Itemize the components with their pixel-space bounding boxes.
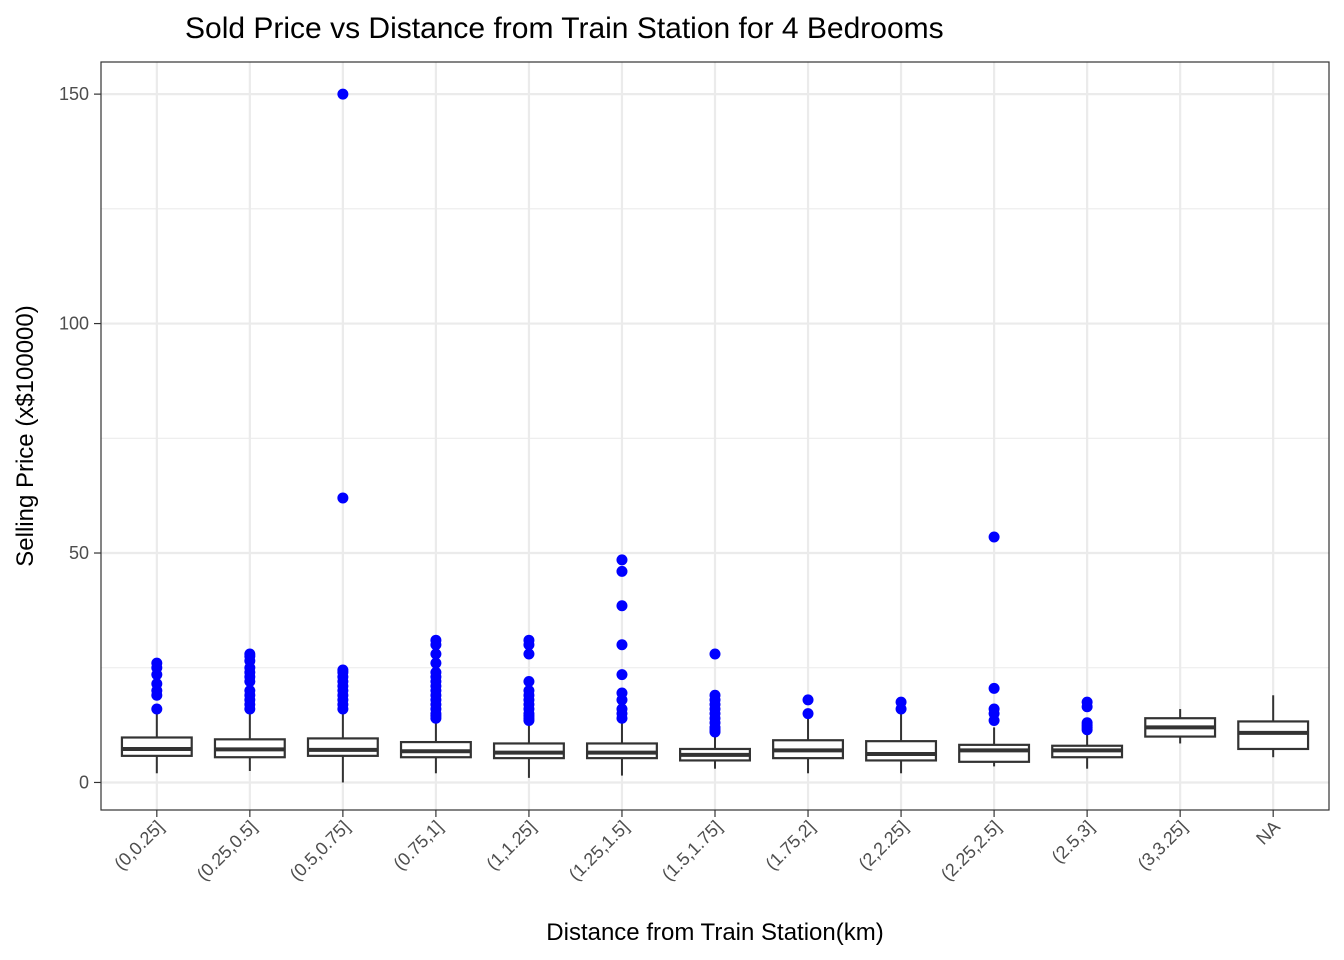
outlier-point <box>244 648 256 660</box>
outlier-point <box>616 639 628 651</box>
outlier-point <box>709 689 721 701</box>
x-axis-title: Distance from Train Station(km) <box>546 919 883 946</box>
box-6 <box>679 648 751 769</box>
box-9 <box>958 531 1031 767</box>
outlier-point <box>523 676 535 688</box>
box-3 <box>399 634 472 774</box>
y-tick-label: 0 <box>79 772 89 792</box>
box-iqr <box>1237 720 1310 751</box>
box-12 <box>1237 695 1310 758</box>
outlier-point <box>337 492 349 504</box>
outlier-point <box>523 634 535 646</box>
x-tick-label: (1.25,1.5] <box>565 817 633 885</box>
box-7 <box>772 694 845 774</box>
outlier-point <box>616 565 628 577</box>
outlier-point <box>988 703 1000 715</box>
outlier-point <box>616 687 628 699</box>
y-axis-title: Selling Price (x$100000) <box>12 305 39 566</box>
outlier-point <box>430 657 442 669</box>
box-10 <box>1051 696 1124 769</box>
outlier-point <box>430 666 442 678</box>
outlier-point <box>1081 696 1093 708</box>
outlier-point <box>988 531 1000 543</box>
outlier-point <box>709 648 721 660</box>
x-tick-label: (1.5,1.75] <box>658 817 726 885</box>
x-tick-label: (2.5,3] <box>1048 817 1098 867</box>
outlier-point <box>151 678 163 690</box>
box-8 <box>865 696 938 774</box>
outlier-point <box>616 600 628 612</box>
x-tick-label: (0,0.25] <box>110 817 167 874</box>
outlier-point <box>616 554 628 566</box>
outlier-point <box>244 685 256 697</box>
x-tick-label: (0.5,0.75] <box>286 817 354 885</box>
y-tick-label: 50 <box>69 543 89 563</box>
box-1 <box>213 648 286 771</box>
box-iqr <box>958 743 1031 763</box>
x-tick-label: (2,2.25] <box>855 817 912 874</box>
x-tick-label: (0.25,0.5] <box>193 817 261 885</box>
box-group <box>120 88 1310 783</box>
outlier-point <box>802 694 814 706</box>
box-4 <box>492 634 565 778</box>
outlier-point <box>430 648 442 660</box>
box-0 <box>120 657 193 774</box>
outlier-point <box>1081 717 1093 729</box>
box-11 <box>1144 709 1217 744</box>
outlier-point <box>430 634 442 646</box>
y-tick-label: 100 <box>59 314 89 334</box>
x-tick-label: (0.75,1] <box>389 817 446 874</box>
y-axis: 0 50 100 150 <box>59 84 101 792</box>
outlier-point <box>523 648 535 660</box>
outlier-point <box>337 664 349 676</box>
outlier-point <box>337 88 349 100</box>
box-iqr <box>120 736 193 757</box>
outlier-point <box>523 685 535 697</box>
box-iqr <box>865 740 938 762</box>
box-2 <box>306 88 379 783</box>
box-5 <box>585 554 658 776</box>
outlier-point <box>988 682 1000 694</box>
outlier-point <box>151 703 163 715</box>
x-tick-label: (2.25,2.5] <box>937 817 1005 885</box>
y-tick-label: 150 <box>59 84 89 104</box>
outlier-point <box>895 696 907 708</box>
box-iqr <box>306 737 379 757</box>
outlier-point <box>151 657 163 669</box>
outlier-point <box>802 708 814 720</box>
x-axis: (0,0.25] (0.25,0.5] (0.5,0.75] (0.75,1] (1,1… <box>110 810 1284 885</box>
outlier-point <box>616 669 628 681</box>
x-tick-label: (1.75,2] <box>762 817 819 874</box>
x-tick-label: (3,3.25] <box>1134 817 1191 874</box>
outlier-point <box>616 703 628 715</box>
x-tick-label: NA <box>1252 817 1284 849</box>
x-tick-label: (1,1.25] <box>482 817 539 874</box>
chart-title: Sold Price vs Distance from Train Statio… <box>185 12 944 45</box>
